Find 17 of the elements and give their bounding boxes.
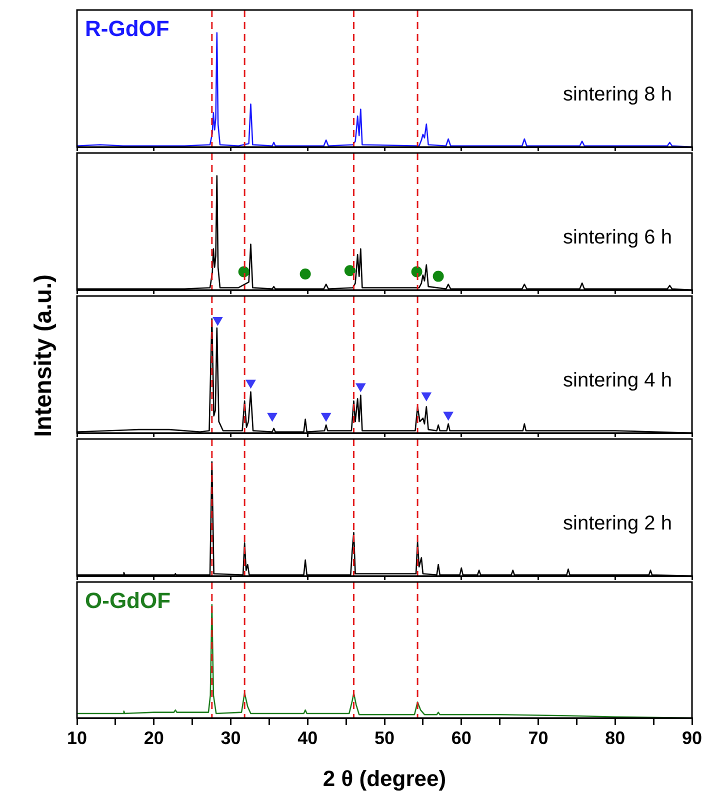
- annotation: sintering 2 h: [563, 512, 672, 534]
- x-tick-label: 80: [605, 728, 626, 748]
- annotation: sintering 8 h: [563, 83, 672, 106]
- x-axis-title: 2 θ (degree): [322, 766, 446, 791]
- x-tick-label: 50: [374, 728, 395, 748]
- y-axis-title: Intensity (a.u.): [30, 273, 58, 439]
- x-tick-label: 20: [144, 728, 164, 748]
- series-label: O-GdOF: [85, 588, 171, 614]
- text: R-GdOF: [85, 16, 170, 42]
- annotation: sintering 6 h: [563, 226, 672, 248]
- x-tick-label: 10: [66, 728, 88, 748]
- x-tick-label: 30: [220, 728, 241, 748]
- x-tick-label: 40: [298, 728, 318, 748]
- x-tick-label: 60: [451, 728, 472, 748]
- x-tick-label: 90: [682, 728, 702, 748]
- annotation: sintering 4 h: [563, 369, 672, 392]
- x-tick-label: 70: [528, 728, 548, 748]
